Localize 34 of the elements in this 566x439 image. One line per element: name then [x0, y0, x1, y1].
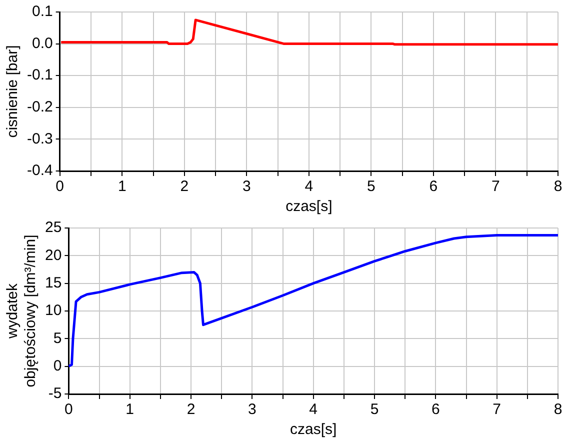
x-tick-label: 1 [118, 178, 126, 196]
y-tick-label: -0.3 [26, 130, 53, 148]
y-tick-label: 5 [53, 330, 62, 347]
x-tick-label: 7 [492, 401, 502, 418]
y-tick-label: 20 [44, 246, 62, 264]
y-tick-label: 10 [44, 302, 62, 320]
x-tick-label: 3 [248, 401, 256, 418]
y-tick-label: -0.4 [26, 162, 53, 180]
x-tick-label: 4 [309, 401, 318, 418]
y-tick-label: -0.2 [26, 98, 53, 116]
x-tick-label: 2 [186, 401, 196, 418]
x-tick-label: 8 [554, 178, 562, 196]
x-tick-label: 2 [180, 178, 189, 196]
x-tick-label: 3 [242, 178, 251, 196]
x-tick-label: 7 [492, 178, 500, 196]
y-tick-label: -5 [48, 385, 62, 402]
y-tick-label: 0.1 [32, 3, 53, 20]
y-tick-label: 15 [44, 274, 62, 292]
y-tick-label: 0 [53, 357, 62, 374]
x-tick-label: 6 [432, 401, 440, 418]
x-tick-label: 5 [367, 178, 376, 196]
y-tick-label: 0.0 [32, 34, 53, 52]
y-axis-title: cisnienie [bar] [4, 45, 22, 138]
x-tick-label: 4 [304, 178, 314, 196]
x-tick-label: 5 [370, 401, 379, 418]
y-axis-title: wydatek objętościowy [dm³/min] [4, 234, 40, 388]
x-tick-label: 6 [429, 178, 438, 196]
x-axis-title: czas[s] [290, 421, 337, 438]
x-tick-label: 8 [554, 401, 562, 418]
x-axis-title: czas[s] [286, 198, 332, 216]
x-tick-label: 0 [64, 401, 73, 418]
y-tick-label: -0.1 [26, 66, 53, 84]
y-tick-label: 25 [44, 219, 62, 236]
x-tick-label: 1 [126, 401, 134, 418]
